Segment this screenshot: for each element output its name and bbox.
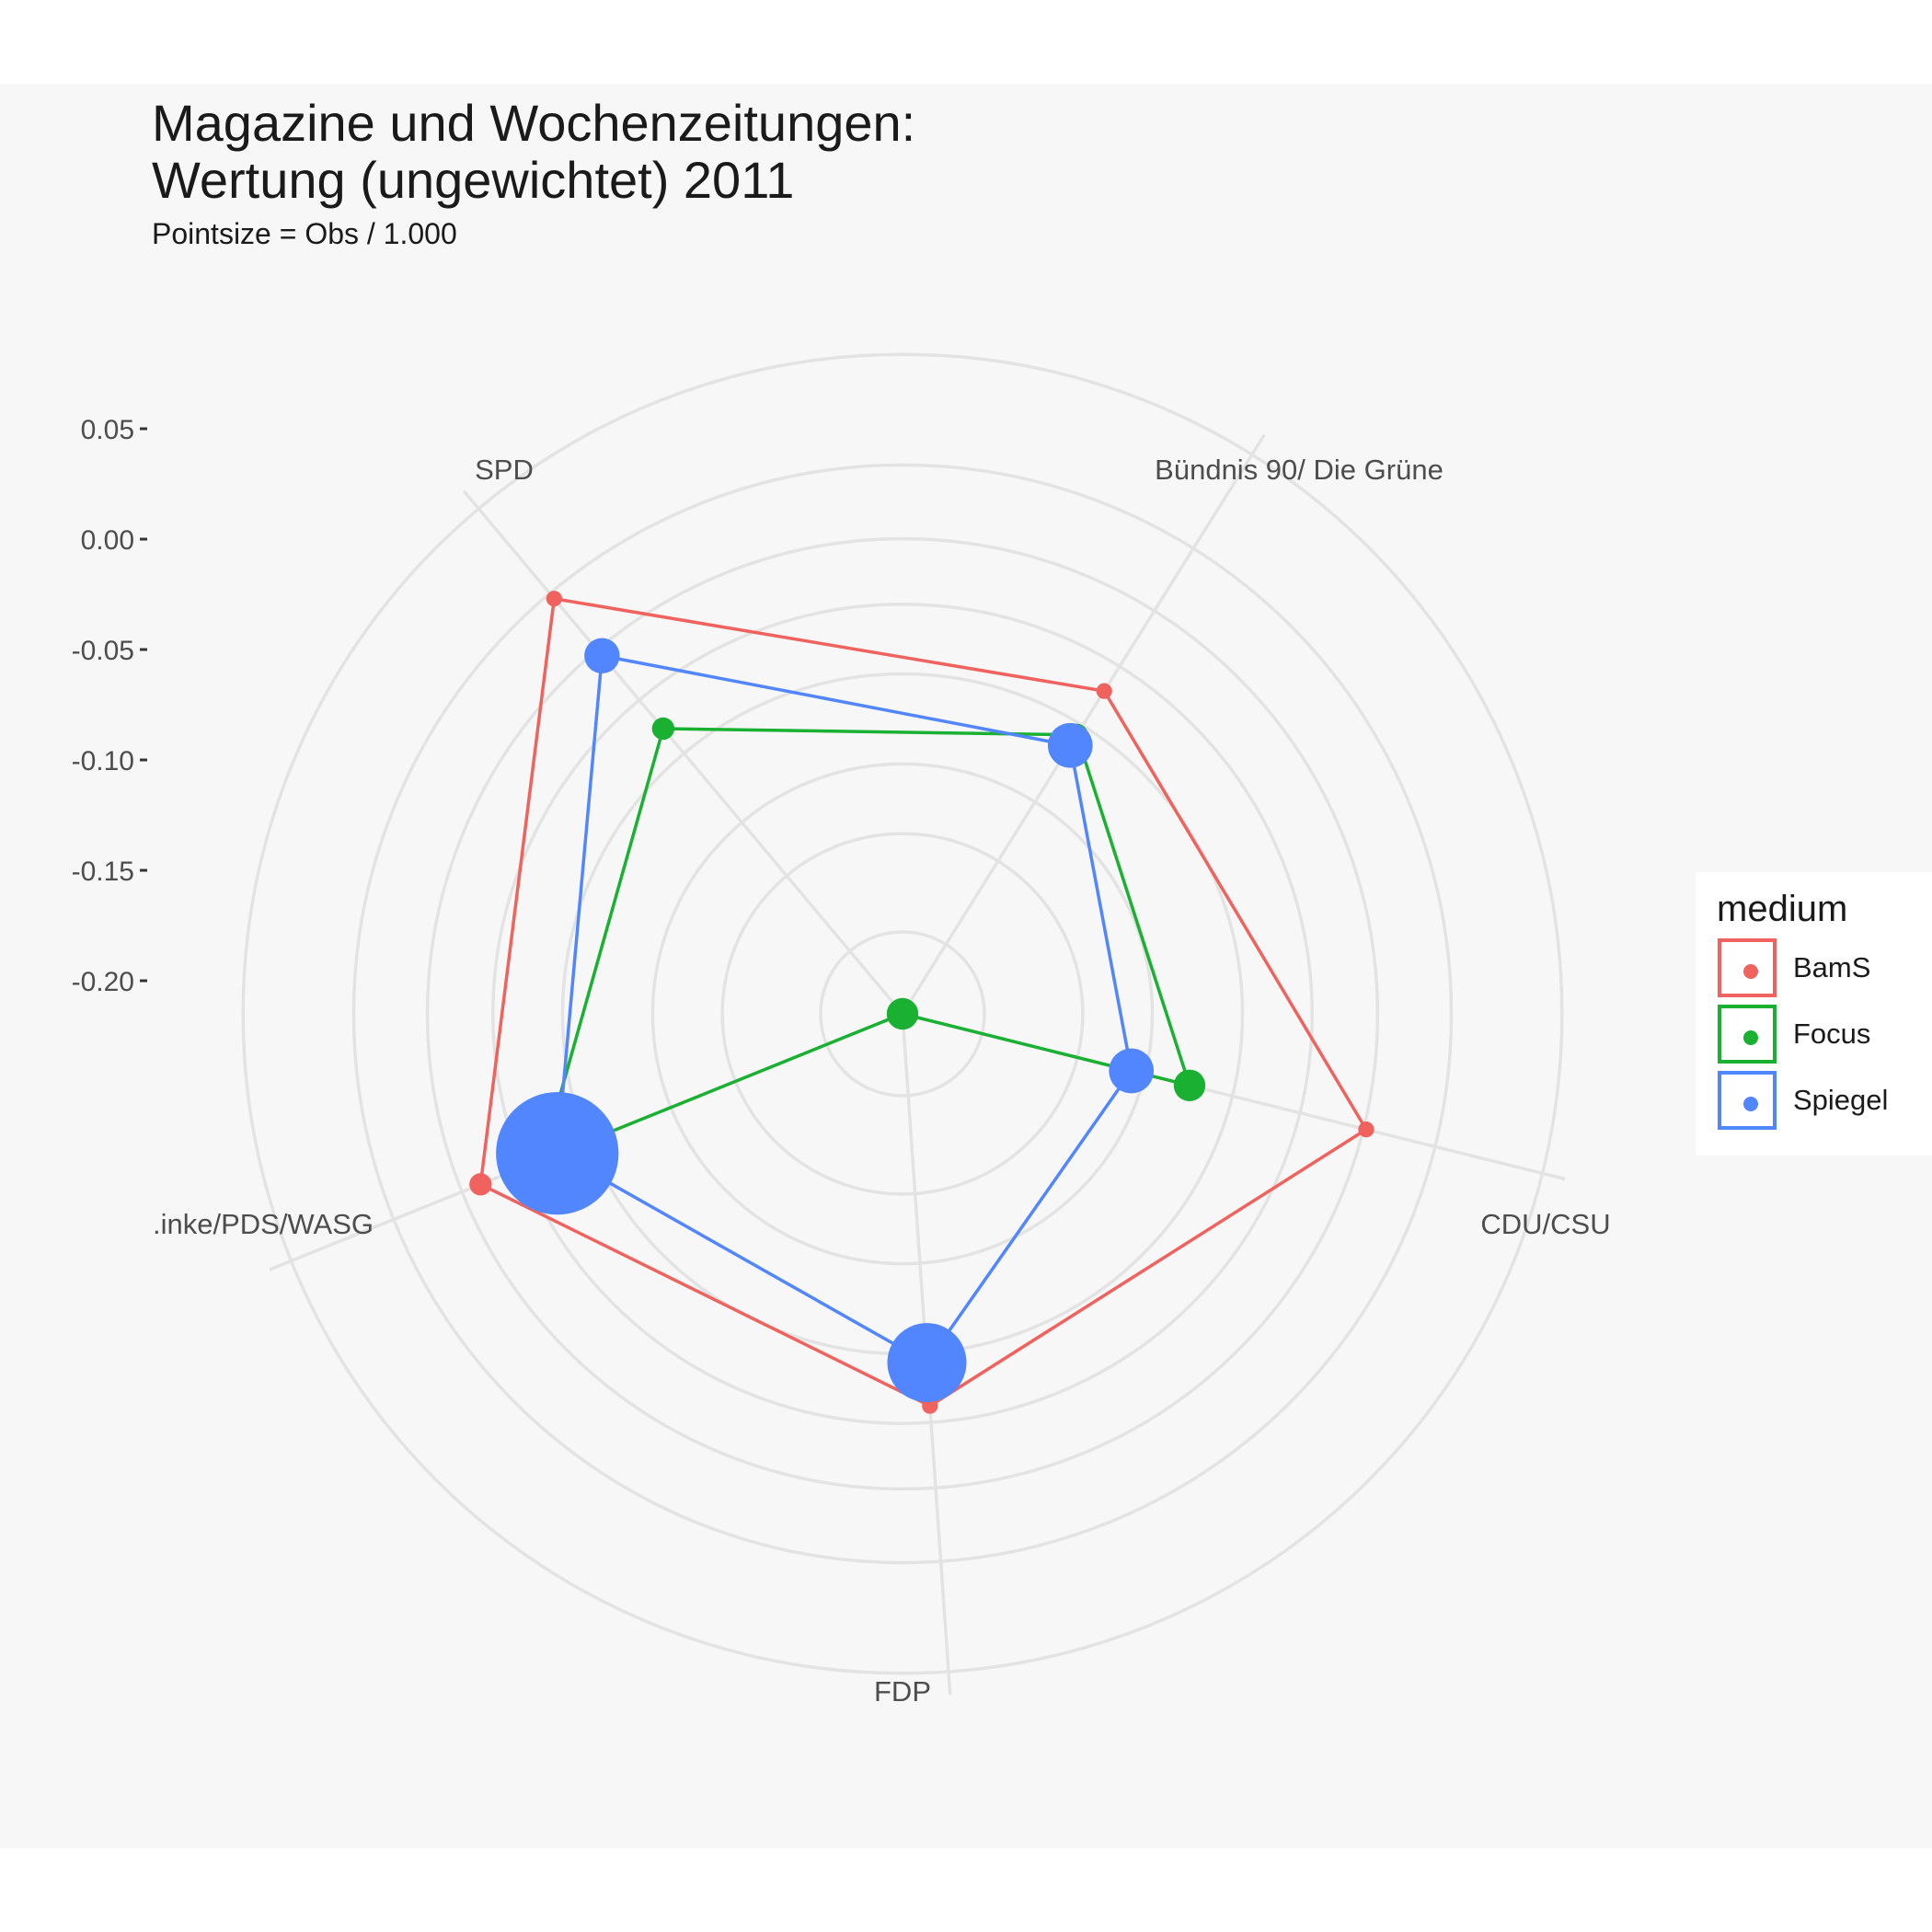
- y-tick-label-4: -0.15: [72, 857, 134, 887]
- legend-label-focus: Focus: [1793, 1018, 1871, 1050]
- point-bams-b-ndnis-90-die-gr-ne: [546, 591, 562, 607]
- legend-key-focus: [1718, 1005, 1777, 1064]
- point-focus-fdp: [1173, 1069, 1206, 1101]
- point-spiegel-spd: [496, 1091, 619, 1215]
- legend-dot-spiegel: [1743, 1097, 1758, 1111]
- legend-item-spiegel: Spiegel: [1718, 1071, 1929, 1130]
- legend-dot-focus: [1743, 1030, 1758, 1045]
- legend-label-bams: BamS: [1793, 951, 1871, 983]
- grid: [241, 352, 1566, 1696]
- legend: medium BamS Focus Spiegel: [1696, 872, 1932, 1156]
- grid-spoke-cdu-csu: [901, 433, 1266, 1015]
- grid-circle-5: [425, 536, 1380, 1491]
- category-label-cdu-csu: CDU/CSU: [1480, 1208, 1610, 1240]
- chart-title-line-1: Magazine und Wochenzeitungen:: [152, 94, 916, 152]
- series-bams: [469, 591, 1374, 1414]
- point-focus-inke-pds-wasg: [886, 997, 919, 1030]
- legend-item-focus: Focus: [1718, 1005, 1929, 1064]
- point-spiegel-b-ndnis-90-die-gr-ne: [584, 638, 620, 673]
- grid-circle-6: [351, 463, 1454, 1565]
- point-bams-cdu-csu: [1096, 683, 1112, 699]
- series-line-focus: [539, 727, 1192, 1163]
- series-line-bams: [478, 596, 1369, 1409]
- legend-title: medium: [1717, 889, 1848, 929]
- y-tick-label-2: -0.05: [72, 636, 134, 666]
- category-label-inke-pds-wasg: .inke/PDS/WASG: [153, 1208, 374, 1240]
- point-spiegel-fdp: [1109, 1048, 1155, 1094]
- series-layer: [469, 591, 1374, 1414]
- series-focus: [530, 717, 1206, 1171]
- grid-circle-1: [720, 832, 1085, 1196]
- legend-label-spiegel: Spiegel: [1793, 1084, 1889, 1116]
- y-tick-label-3: -0.10: [72, 746, 134, 776]
- grid-circle-0: [819, 930, 986, 1098]
- y-tick-label-1: 0.00: [81, 525, 134, 556]
- legend-item-bams: BamS: [1718, 938, 1929, 997]
- grid-circle-4: [491, 603, 1314, 1425]
- category-label-fdp: FDP: [874, 1675, 931, 1708]
- y-tick-label-0: 0.05: [81, 415, 134, 445]
- point-bams-spd: [469, 1173, 492, 1196]
- y-tick-label-5: -0.20: [72, 967, 134, 997]
- chart-title-line-2: Wertung (ungewichtet) 2011: [152, 151, 795, 209]
- category-label-b-ndnis-90-die-gr-ne: Bündnis 90/ Die Grüne: [1155, 454, 1443, 486]
- category-label-spd: SPD: [475, 454, 534, 486]
- grid-spoke-b-ndnis-90-die-gr-ne: [462, 489, 904, 1016]
- point-spiegel-cdu-csu: [1047, 722, 1093, 768]
- point-focus-b-ndnis-90-die-gr-ne: [651, 717, 675, 741]
- category-labels: Bündnis 90/ Die Grüne CDU/CSU FDP .inke/PDS…: [153, 454, 1611, 1708]
- grid-circle-7: [241, 352, 1564, 1675]
- chart-subtitle: Pointsize = Obs / 1.000: [152, 217, 457, 250]
- legend-key-bams: [1718, 938, 1777, 997]
- y-axis: 0.05 0.00 -0.05 -0.10 -0.15 -0.20: [72, 415, 147, 997]
- series-spiegel: [496, 638, 1155, 1403]
- point-bams-fdp: [1358, 1121, 1374, 1138]
- chart-panel: [0, 84, 1932, 1848]
- grid-circle-2: [650, 762, 1155, 1266]
- point-spiegel-inke-pds-wasg: [887, 1323, 967, 1403]
- series-line-spiegel: [555, 653, 1133, 1365]
- legend-dot-bams: [1743, 964, 1758, 979]
- legend-key-spiegel: [1718, 1071, 1777, 1130]
